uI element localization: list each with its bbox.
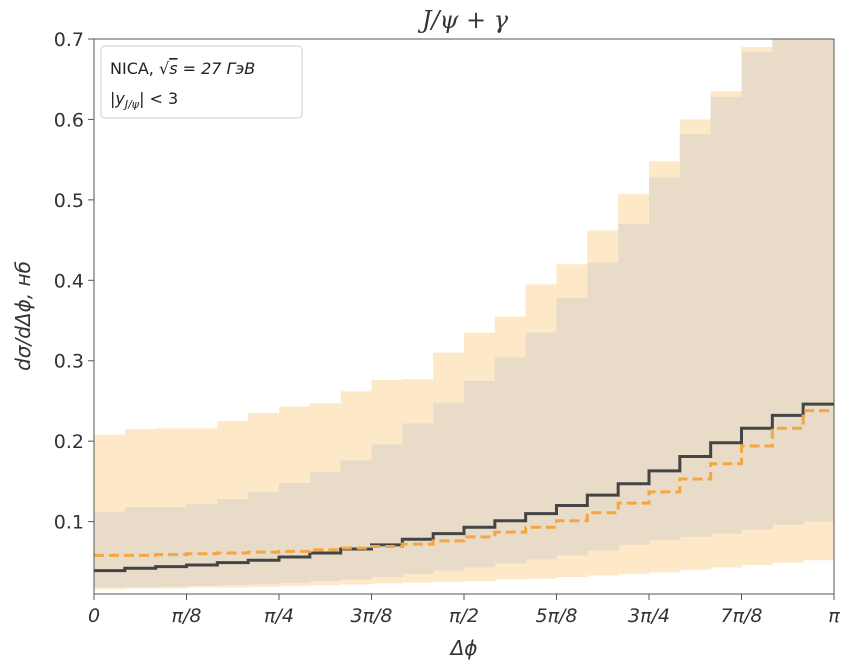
- y-tick-label-0: 0.1: [54, 512, 84, 534]
- y-tick-label-1: 0.2: [54, 431, 84, 453]
- band-1-bin-12: [464, 380, 496, 568]
- rapidity-prefix: |y: [110, 89, 125, 108]
- band-1-bin-21: [741, 51, 773, 530]
- chart-title: J/ψ + γ: [417, 6, 509, 34]
- band-1-bin-3: [186, 503, 218, 586]
- x-tick-label-6: 3π/4: [628, 605, 670, 627]
- band-1-bin-8: [340, 460, 373, 580]
- step-line-3: [94, 409, 835, 557]
- band-1-bin-11: [433, 402, 465, 571]
- band-1-bin-19: [679, 133, 712, 537]
- x-tick-label-7: 7π/8: [720, 605, 762, 627]
- band-1-bin-16: [587, 262, 619, 551]
- sqrt-symbol: √: [159, 59, 170, 78]
- annotation-energy: NICA, √s = 27 ГэВ: [110, 59, 255, 78]
- band-1-bin-4: [217, 499, 249, 586]
- x-tick-label-1: π/8: [172, 605, 202, 627]
- band-1-bin-23: [803, 39, 835, 522]
- y-axis-label: dσ/dΔϕ, нб: [11, 261, 35, 371]
- band-1-bin-2: [155, 507, 188, 587]
- x-tick-label-0: 0: [88, 605, 100, 627]
- band-1-bin-17: [618, 224, 650, 545]
- band-1-bin-13: [494, 357, 527, 564]
- y-tick-label-2: 0.3: [54, 351, 84, 373]
- annotation-energy-prefix: NICA,: [110, 59, 159, 78]
- band-1-bin-10: [402, 423, 434, 574]
- x-tick-label-5: 5π/8: [535, 605, 577, 627]
- y-tick-label-6: 0.7: [54, 29, 84, 51]
- band-1-bin-15: [556, 298, 588, 556]
- y-tick-label-5: 0.6: [54, 109, 84, 131]
- rapidity-suffix: | < 3: [139, 89, 178, 108]
- y-axis-ticks: 0.1 0.2 0.3 0.4 0.5 0.6 0.7: [54, 29, 94, 534]
- band-1-bin-20: [710, 96, 743, 534]
- band-1-bin-14: [525, 332, 558, 560]
- legend-box: NICA, √s = 27 ГэВ |yJ/ψ| < 3: [100, 45, 303, 119]
- band-1-bin-18: [649, 177, 681, 541]
- rapidity-sub: J/ψ: [123, 98, 140, 111]
- x-tick-label-8: π: [828, 605, 840, 627]
- band-1-bin-22: [772, 39, 804, 525]
- x-tick-label-3: 3π/8: [350, 605, 392, 627]
- sqrt-arg: s: [169, 59, 177, 78]
- band-1-bin-6: [279, 483, 311, 583]
- x-axis-ticks: 0 π/8 π/4 3π/8 π/2 5π/8 3π/4 7π/8 π: [88, 594, 840, 627]
- y-tick-label-4: 0.5: [54, 190, 84, 212]
- band-1-bin-9: [371, 444, 403, 578]
- x-tick-label-4: π/2: [449, 605, 479, 627]
- step-line-2: [94, 402, 835, 573]
- band-1-bin-5: [248, 491, 280, 585]
- y-tick-label-3: 0.4: [54, 270, 84, 292]
- x-tick-label-2: π/4: [264, 605, 294, 627]
- band-1-bin-1: [124, 507, 157, 588]
- band-1-bin-0: [94, 511, 126, 588]
- band-1-bin-7: [309, 471, 342, 582]
- annotation-rapidity: |yJ/ψ| < 3: [110, 89, 178, 111]
- legend-frame: [100, 45, 303, 119]
- x-axis-label: Δϕ: [449, 636, 478, 660]
- annotation-energy-suffix: = 27 ГэВ: [178, 59, 256, 78]
- series-lines: [94, 402, 835, 573]
